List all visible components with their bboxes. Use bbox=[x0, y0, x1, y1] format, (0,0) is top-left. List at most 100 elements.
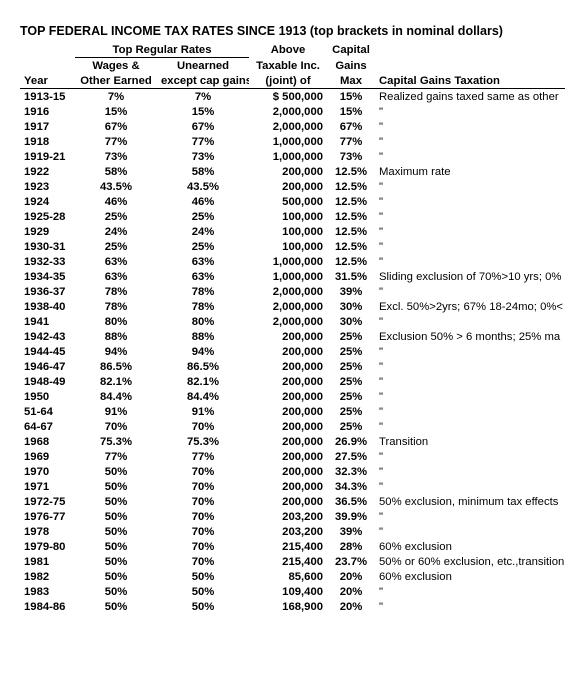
cell-gains: 30% bbox=[327, 314, 375, 329]
cell-above: 200,000 bbox=[249, 389, 327, 404]
cell-year: 1919-21 bbox=[20, 149, 75, 164]
cell-wages: 75.3% bbox=[75, 434, 157, 449]
cell-unearned: 50% bbox=[157, 569, 249, 584]
cell-wages: 77% bbox=[75, 134, 157, 149]
cell-gains: 39% bbox=[327, 524, 375, 539]
cell-year: 1984-86 bbox=[20, 599, 75, 614]
cell-above: 200,000 bbox=[249, 464, 327, 479]
cell-above: 2,000,000 bbox=[249, 104, 327, 119]
cell-wages: 77% bbox=[75, 449, 157, 464]
cell-unearned: 7% bbox=[157, 89, 249, 105]
header-year: Year bbox=[20, 73, 75, 89]
table-row: 195084.4%84.4%200,00025%" bbox=[20, 389, 565, 404]
cell-unearned: 24% bbox=[157, 224, 249, 239]
cell-wages: 46% bbox=[75, 194, 157, 209]
cell-year: 1970 bbox=[20, 464, 75, 479]
header-wages-2: Other Earned bbox=[75, 73, 157, 89]
cell-year: 1934-35 bbox=[20, 269, 75, 284]
cell-note: " bbox=[375, 134, 565, 149]
cell-unearned: 15% bbox=[157, 104, 249, 119]
cell-wages: 84.4% bbox=[75, 389, 157, 404]
cell-above: 1,000,000 bbox=[249, 134, 327, 149]
cell-year: 1978 bbox=[20, 524, 75, 539]
table-row: 1984-8650%50%168,90020%" bbox=[20, 599, 565, 614]
header-above-1: Above bbox=[249, 42, 327, 58]
cell-above: 200,000 bbox=[249, 419, 327, 434]
cell-unearned: 70% bbox=[157, 554, 249, 569]
cell-wages: 78% bbox=[75, 299, 157, 314]
cell-note: " bbox=[375, 479, 565, 494]
cell-wages: 15% bbox=[75, 104, 157, 119]
cell-unearned: 70% bbox=[157, 464, 249, 479]
cell-unearned: 63% bbox=[157, 254, 249, 269]
cell-year: 1916 bbox=[20, 104, 75, 119]
table-row: 197850%70%203,20039%" bbox=[20, 524, 565, 539]
cell-year: 1976-77 bbox=[20, 509, 75, 524]
cell-wages: 50% bbox=[75, 599, 157, 614]
cell-note: " bbox=[375, 599, 565, 614]
cell-note: Transition bbox=[375, 434, 565, 449]
cell-year: 1924 bbox=[20, 194, 75, 209]
cell-note: " bbox=[375, 374, 565, 389]
cell-above: 500,000 bbox=[249, 194, 327, 209]
cell-note: " bbox=[375, 284, 565, 299]
cell-above: 200,000 bbox=[249, 494, 327, 509]
table-row: 196977%77%200,00027.5%" bbox=[20, 449, 565, 464]
header-unearned-1: Unearned bbox=[157, 58, 249, 74]
cell-note: 50% exclusion, minimum tax effects bbox=[375, 494, 565, 509]
cell-year: 1982 bbox=[20, 569, 75, 584]
cell-wages: 78% bbox=[75, 284, 157, 299]
table-row: 192343.5%43.5%200,00012.5%" bbox=[20, 179, 565, 194]
cell-note: " bbox=[375, 314, 565, 329]
cell-wages: 50% bbox=[75, 584, 157, 599]
table-row: 1944-4594%94%200,00025%" bbox=[20, 344, 565, 359]
cell-year: 1917 bbox=[20, 119, 75, 134]
cell-gains: 12.5% bbox=[327, 164, 375, 179]
cell-above: 203,200 bbox=[249, 524, 327, 539]
cell-wages: 94% bbox=[75, 344, 157, 359]
cell-wages: 82.1% bbox=[75, 374, 157, 389]
table-row: 1938-4078%78%2,000,00030%Excl. 50%>2yrs;… bbox=[20, 299, 565, 314]
cell-wages: 43.5% bbox=[75, 179, 157, 194]
cell-note: " bbox=[375, 449, 565, 464]
cell-above: 200,000 bbox=[249, 404, 327, 419]
cell-gains: 12.5% bbox=[327, 239, 375, 254]
cell-above: 1,000,000 bbox=[249, 149, 327, 164]
table-row: 192258%58%200,00012.5%Maximum rate bbox=[20, 164, 565, 179]
cell-year: 1930-31 bbox=[20, 239, 75, 254]
header-above-3: (joint) of bbox=[249, 73, 327, 89]
table-row: 197150%70%200,00034.3%" bbox=[20, 479, 565, 494]
cell-unearned: 58% bbox=[157, 164, 249, 179]
cell-unearned: 75.3% bbox=[157, 434, 249, 449]
cell-note: " bbox=[375, 464, 565, 479]
cell-note: " bbox=[375, 119, 565, 134]
cell-gains: 25% bbox=[327, 419, 375, 434]
cell-gains: 30% bbox=[327, 299, 375, 314]
table-row: 196875.3%75.3%200,00026.9%Transition bbox=[20, 434, 565, 449]
table-row: 192924%24%100,00012.5%" bbox=[20, 224, 565, 239]
table-row: 1919-2173%73%1,000,00073%" bbox=[20, 149, 565, 164]
cell-note: " bbox=[375, 239, 565, 254]
cell-above: 203,200 bbox=[249, 509, 327, 524]
page-title: TOP FEDERAL INCOME TAX RATES SINCE 1913 … bbox=[20, 24, 565, 38]
cell-wages: 80% bbox=[75, 314, 157, 329]
cell-unearned: 70% bbox=[157, 509, 249, 524]
table-row: 1932-3363%63%1,000,00012.5%" bbox=[20, 254, 565, 269]
cell-year: 1936-37 bbox=[20, 284, 75, 299]
cell-wages: 24% bbox=[75, 224, 157, 239]
table-row: 1936-3778%78%2,000,00039%" bbox=[20, 284, 565, 299]
cell-gains: 36.5% bbox=[327, 494, 375, 509]
cell-note: Exclusion 50% > 6 months; 25% ma bbox=[375, 329, 565, 344]
table-row: 51-6491%91%200,00025%" bbox=[20, 404, 565, 419]
cell-year: 1950 bbox=[20, 389, 75, 404]
cell-gains: 25% bbox=[327, 389, 375, 404]
cell-unearned: 50% bbox=[157, 584, 249, 599]
table-row: 1979-8050%70%215,40028%60% exclusion bbox=[20, 539, 565, 554]
cell-gains: 12.5% bbox=[327, 254, 375, 269]
cell-above: 1,000,000 bbox=[249, 254, 327, 269]
cell-above: 200,000 bbox=[249, 359, 327, 374]
cell-above: 200,000 bbox=[249, 179, 327, 194]
table-row: 1930-3125%25%100,00012.5%" bbox=[20, 239, 565, 254]
cell-note: " bbox=[375, 389, 565, 404]
cell-note: " bbox=[375, 179, 565, 194]
